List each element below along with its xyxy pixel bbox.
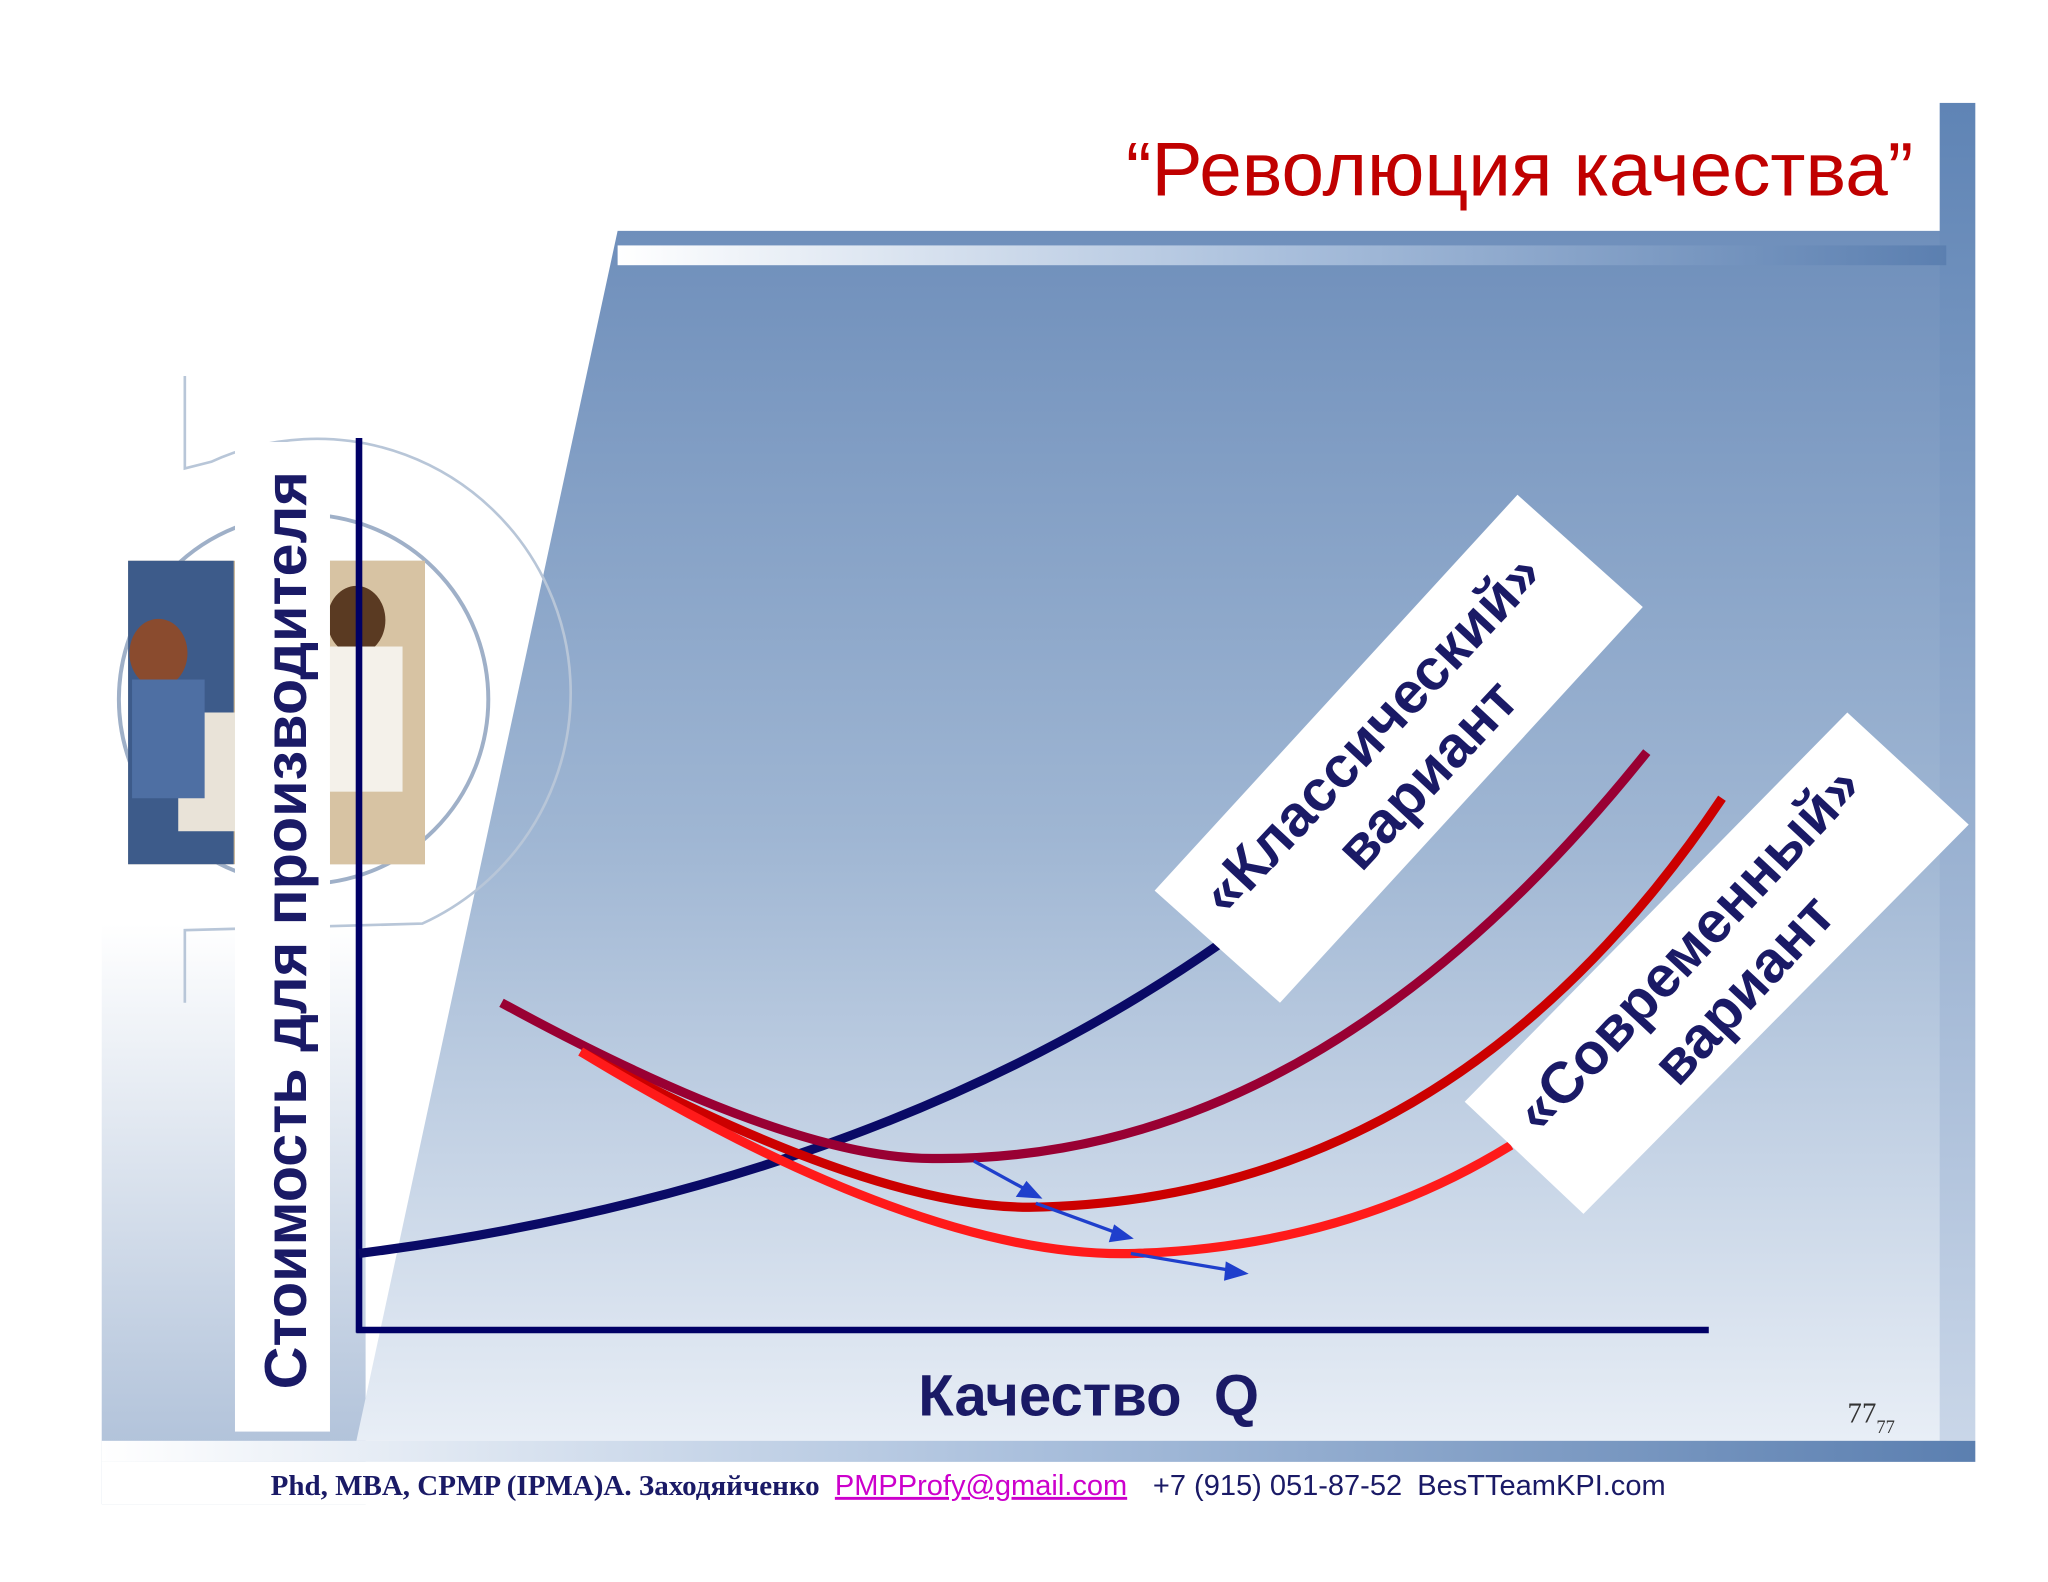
page-number: 7777 <box>1847 1397 1894 1437</box>
modern-curve-2 <box>578 795 1726 1212</box>
footer-bg <box>101 1461 1976 1505</box>
page-number-sub: 77 <box>1876 1417 1894 1437</box>
y-axis-label: Стоимость для производителя <box>252 471 319 1389</box>
side-bar <box>1939 102 1976 1441</box>
y-label-box <box>234 442 330 1432</box>
title-bar <box>617 245 1947 266</box>
footer: Phd, MBA, CPMP (IPMA)А. Заходяйченко PMP… <box>271 1470 1666 1502</box>
footer-site: BesTTeamKPI.com <box>1417 1470 1665 1502</box>
x-axis-label: Качество Q <box>918 1364 1259 1429</box>
shift-arrows <box>973 1159 1249 1281</box>
footer-phone: +7 (915) 051-87-52 <box>1153 1470 1402 1502</box>
background-panel <box>356 230 1947 1441</box>
decor-line <box>183 376 572 1003</box>
modern-curve-3 <box>578 1047 1514 1259</box>
modern-label-box <box>1464 712 1969 1214</box>
modern-curve-1 <box>499 749 1651 1164</box>
bottom-bar <box>101 1440 1976 1462</box>
page-number-main: 77 <box>1847 1397 1876 1429</box>
footer-author: Phd, MBA, CPMP (IPMA)А. Заходяйченко <box>271 1470 820 1502</box>
title: “Революция качества” <box>1126 127 1913 212</box>
classic-label-box <box>1154 494 1643 1003</box>
footer-email[interactable]: PMPProfy@gmail.com <box>835 1470 1127 1502</box>
